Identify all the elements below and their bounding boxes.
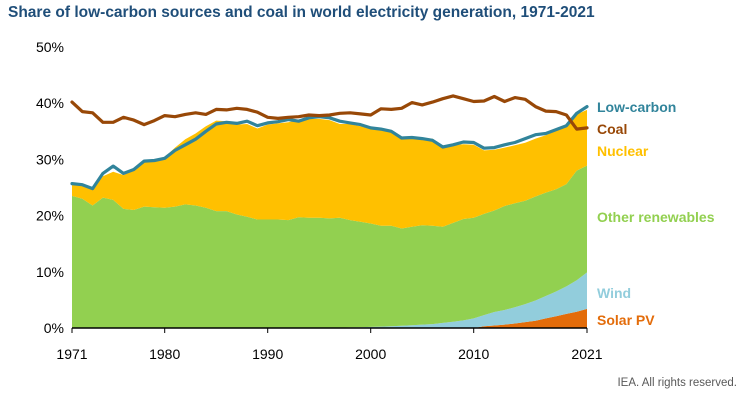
- x-tick-label: 2000: [355, 346, 386, 362]
- x-tick-label: 1980: [149, 346, 180, 362]
- line-coal: [70, 94, 589, 131]
- series-labels: Low-carbon Coal Nuclear Other renewables Win…: [597, 99, 715, 328]
- y-tick-label: 50%: [36, 39, 64, 55]
- x-tick-label: 1990: [252, 346, 283, 362]
- series-label-wind: Wind: [597, 285, 631, 301]
- stacked-areas: [72, 109, 587, 328]
- axes: 0% 10% 20% 30% 40% 50% 1971 1980 1990 2000 2010 202…: [36, 39, 603, 362]
- chart-title: Share of low-carbon sources and coal in …: [8, 4, 595, 21]
- y-tick-label: 0%: [44, 320, 64, 336]
- series-label-low-carbon: Low-carbon: [597, 99, 676, 115]
- area-nuclear: [72, 109, 587, 229]
- area-other-renewables: [72, 165, 587, 328]
- series-label-other-renewables: Other renewables: [597, 209, 715, 225]
- y-tick-label: 40%: [36, 95, 64, 111]
- line-low-carbon: [70, 105, 589, 191]
- series-lines: [70, 94, 589, 191]
- x-tick-label: 2021: [571, 346, 602, 362]
- y-tick-label: 10%: [36, 264, 64, 280]
- area-solar-pv: [72, 308, 587, 328]
- y-tick-label: 30%: [36, 151, 64, 167]
- series-label-nuclear: Nuclear: [597, 143, 649, 159]
- series-label-solar-pv: Solar PV: [597, 312, 655, 328]
- y-tick-label: 20%: [36, 208, 64, 224]
- credit-text: IEA. All rights reserved.: [617, 377, 737, 389]
- series-label-coal: Coal: [597, 121, 627, 137]
- x-tick-label: 2010: [458, 346, 489, 362]
- x-tick-label: 1971: [56, 346, 87, 362]
